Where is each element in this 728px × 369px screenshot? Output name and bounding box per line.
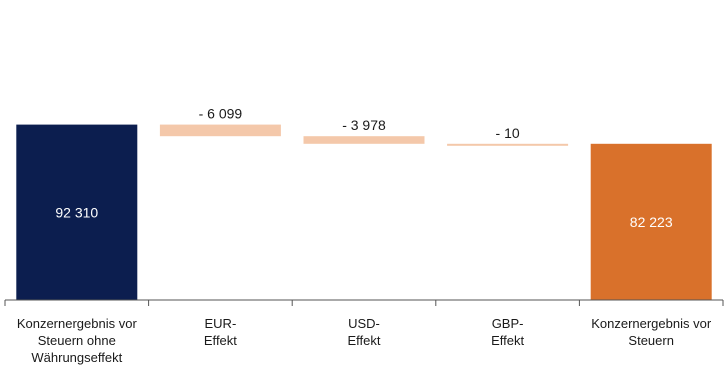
x-axis: [4, 299, 724, 306]
bar-5: [590, 143, 712, 300]
value-label-3: - 3 978: [342, 117, 386, 133]
bar-2: [159, 124, 281, 137]
category-label-3: USD-Effekt: [347, 316, 380, 348]
value-label-5: 82 223: [630, 214, 673, 230]
category-labels-group: Konzernergebnis vor Steuern ohne Währungse…: [17, 316, 712, 365]
value-labels-group: 92 310 - 6 099 - 3 978 - 10 82 223: [55, 106, 672, 230]
value-label-1: 92 310: [55, 204, 98, 220]
category-label-2: EUR-Effekt: [204, 316, 237, 348]
bars-group: [16, 124, 712, 300]
bar-4: [447, 143, 569, 146]
category-label-1: Konzernergebnis vor Steuern ohne Währungse…: [17, 316, 138, 365]
bar-1: [16, 124, 138, 300]
category-label-5: Konzernergebnis vor Steuern: [591, 316, 712, 348]
value-label-4: - 10: [496, 125, 520, 141]
category-label-4: GBP-Effekt: [491, 316, 524, 348]
value-label-2: - 6 099: [199, 106, 243, 122]
bar-3: [303, 136, 425, 144]
